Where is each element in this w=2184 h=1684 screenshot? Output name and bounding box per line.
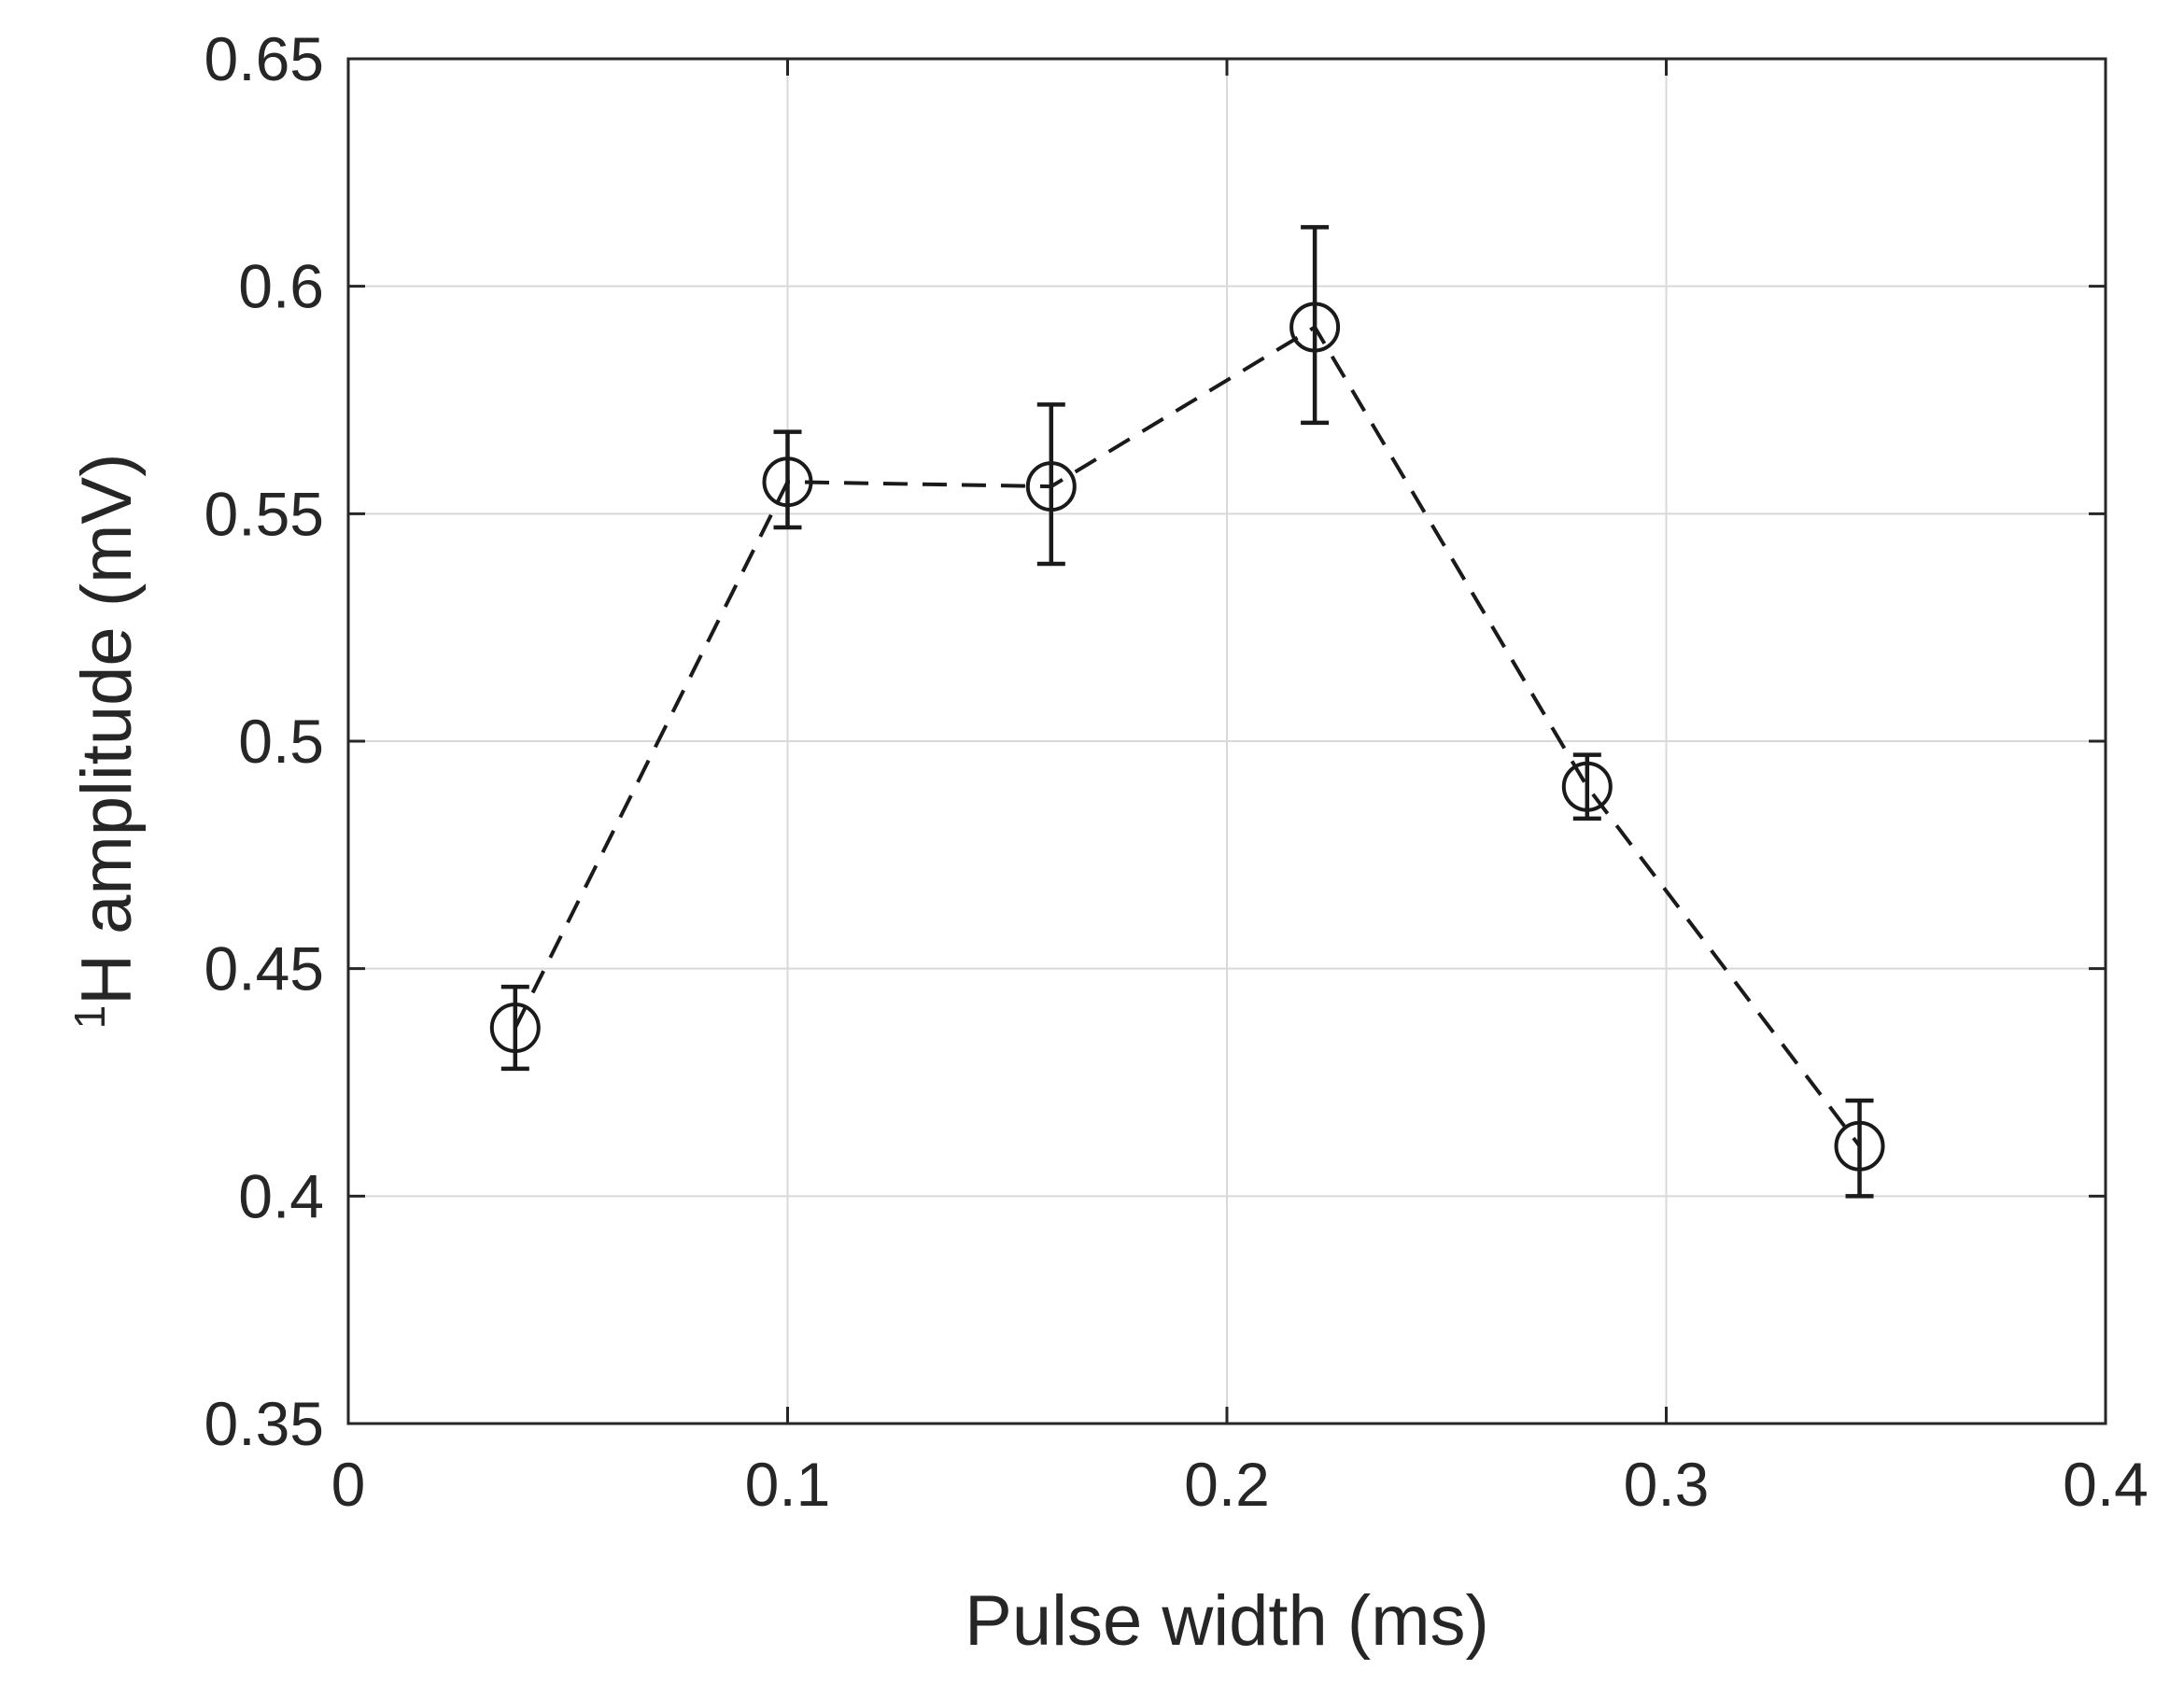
y-tick-label: 0.35	[204, 1389, 324, 1458]
x-tick-label: 0.2	[1184, 1450, 1270, 1519]
point-marker	[1025, 461, 1077, 512]
x-axis-label: Pulse width (ms)	[965, 1581, 1489, 1661]
point-marker	[1289, 302, 1341, 353]
y-tick-label: 0.6	[238, 252, 324, 321]
grid-lines	[347, 58, 2107, 1424]
data-series	[489, 225, 1885, 1199]
data-point	[489, 984, 541, 1072]
y-tick-label: 0.4	[238, 1161, 324, 1230]
data-point	[762, 429, 813, 530]
y-axis-label-text: H amplitude (mV)	[67, 454, 147, 1005]
data-point	[1561, 752, 1613, 821]
series-line	[514, 324, 1862, 1147]
point-marker	[1561, 761, 1613, 812]
data-point	[1025, 402, 1077, 567]
y-tick-label: 0.45	[204, 934, 324, 1003]
y-tick-label: 0.65	[204, 24, 324, 93]
data-point	[1834, 1098, 1885, 1199]
x-tick-label: 0	[331, 1450, 366, 1519]
axis-ticks	[346, 57, 2107, 1425]
x-tick-label: 0.1	[745, 1450, 831, 1519]
x-tick-label: 0.4	[2063, 1450, 2149, 1519]
y-tick-label: 0.55	[204, 479, 324, 548]
point-marker	[1834, 1120, 1885, 1172]
x-tick-label: 0.3	[1624, 1450, 1710, 1519]
tick-labels: 0 0.1 0.2 0.3 0.4 0.35 0.4 0.45 0.5 0.55 0.6 0.65	[204, 24, 2149, 1519]
y-axis-label-superscript: 1	[65, 1005, 114, 1030]
y-tick-label: 0.5	[238, 707, 324, 776]
point-marker	[762, 456, 813, 508]
point-marker	[489, 1003, 541, 1054]
y-axis-label: 1H amplitude (mV)	[65, 454, 147, 1030]
data-point	[1289, 225, 1341, 426]
